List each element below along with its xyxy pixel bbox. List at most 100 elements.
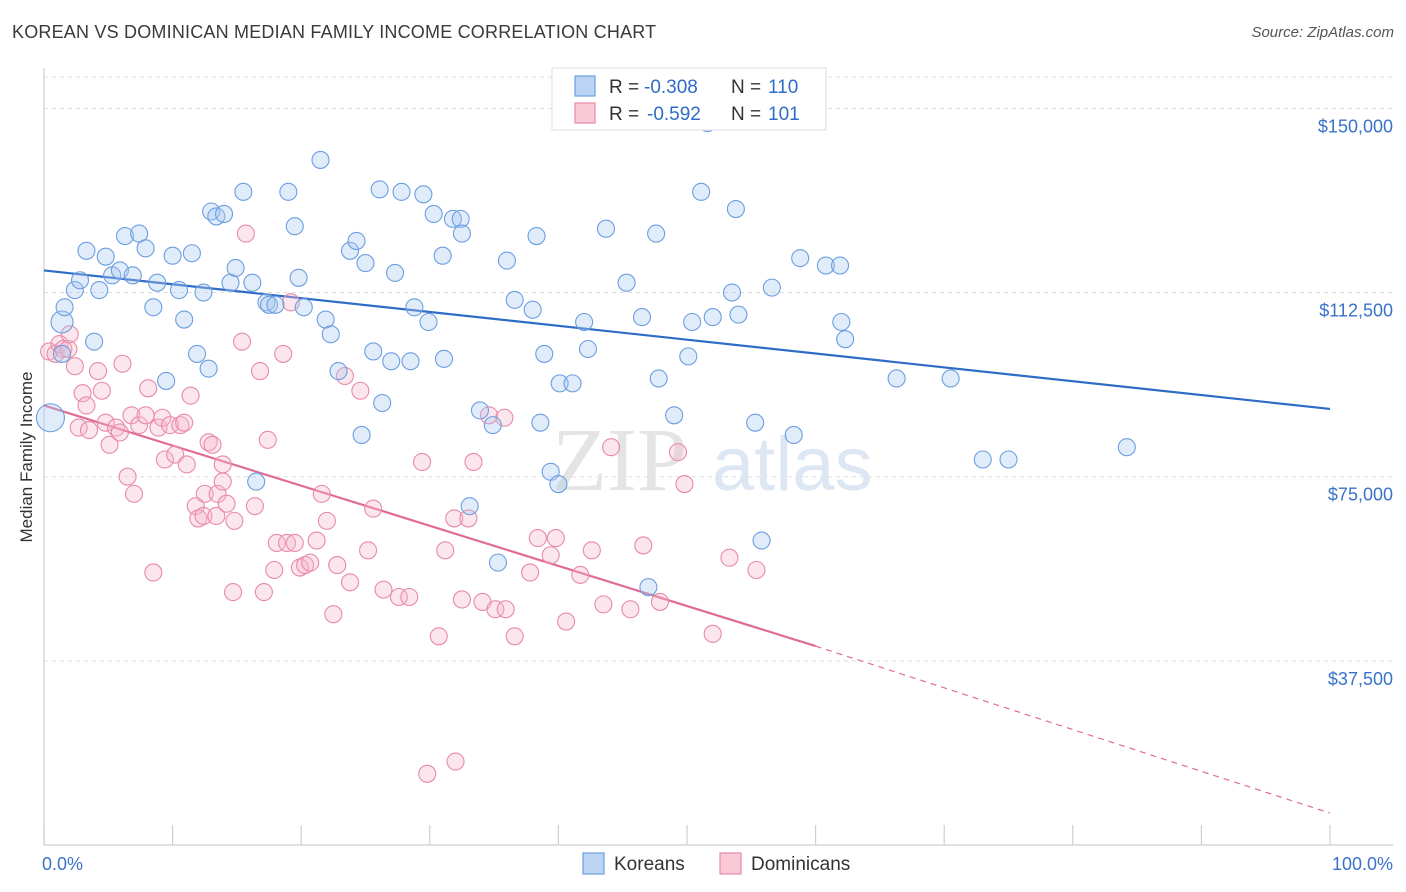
dominican-point — [317, 511, 336, 530]
dominican-point — [521, 563, 540, 582]
y-tick-label: $75,000 — [1328, 485, 1393, 505]
korean-point — [329, 362, 348, 381]
tick-labels: $37,500 $75,000 $112,500 $150,000 0.0% 100.0% — [42, 116, 1393, 874]
source-label: Source: ZipAtlas.com — [1251, 24, 1394, 41]
dominican-point — [324, 605, 343, 624]
dominican-trend-extension — [815, 645, 1331, 814]
korean-point — [373, 393, 392, 413]
dominican-point — [96, 413, 115, 432]
dominican-point — [359, 541, 378, 560]
dominican-point — [265, 560, 284, 580]
dominican-point — [602, 438, 621, 457]
dominican-point — [113, 354, 132, 373]
x-tick-label: 100.0% — [1332, 854, 1393, 874]
korean-point — [414, 185, 433, 204]
legend-korean-r-label: R = — [609, 77, 639, 98]
korean-point — [632, 308, 652, 327]
dominican-point — [181, 386, 200, 405]
bottom-legend: Koreans Dominicans — [582, 852, 850, 875]
korean-point — [96, 247, 115, 266]
axes — [43, 68, 1393, 846]
dominican-point — [278, 533, 297, 553]
dominican-point — [429, 627, 448, 646]
korean-point — [392, 182, 411, 201]
legend-korean-r-value: -0.308 — [644, 77, 698, 98]
bottom-legend-dominican: Dominicans — [751, 854, 850, 875]
y-axis-label: Median Family Income — [17, 371, 36, 542]
legend-dominican-n-label: N = — [731, 104, 761, 125]
korean-point — [791, 249, 810, 268]
korean-point — [460, 497, 479, 516]
dominican-point — [258, 430, 277, 449]
dominican-point — [130, 416, 149, 435]
korean-point — [639, 578, 658, 597]
korean-point — [762, 278, 781, 297]
korean-point — [535, 344, 554, 363]
legend-dominican-r-value: -0.592 — [647, 104, 701, 125]
korean-point — [266, 295, 285, 314]
dominican-point — [351, 381, 370, 400]
dominican-point — [60, 325, 79, 344]
dominican-point — [175, 413, 194, 432]
korean-point — [243, 273, 262, 292]
dominican-point — [541, 546, 560, 565]
korean-point — [364, 342, 383, 361]
korean-point — [169, 281, 189, 300]
dominican-point — [153, 408, 172, 427]
dominican-point — [213, 455, 232, 474]
korean-point — [649, 369, 668, 388]
watermark-atlas: atlas — [712, 422, 873, 507]
korean-point — [182, 244, 201, 263]
korean-point — [596, 219, 616, 238]
korean-point — [505, 290, 524, 309]
dominican-trend-line — [43, 404, 816, 648]
korean-point — [999, 450, 1018, 469]
dominican-point — [65, 357, 84, 376]
dominican-points — [40, 224, 766, 783]
legend: R = -0.308 N = 110 R = -0.592 N = 101 — [551, 67, 827, 131]
korean-point — [836, 330, 855, 349]
dominican-point — [634, 536, 653, 555]
korean-point — [523, 300, 542, 319]
dominican-point — [254, 583, 273, 602]
korean-point — [187, 344, 207, 363]
korean-point — [234, 182, 253, 201]
dominican-point — [110, 423, 129, 442]
korean-point — [424, 204, 443, 224]
korean-point — [816, 256, 835, 275]
korean-point — [144, 298, 163, 317]
dominican-point — [136, 406, 155, 425]
dominican-point — [290, 558, 309, 577]
dominican-point — [160, 416, 180, 435]
korean-point — [123, 266, 142, 285]
chart-title: KOREAN VS DOMINICAN MEDIAN FAMILY INCOME… — [12, 22, 657, 42]
korean-points — [35, 114, 1136, 597]
dominican-point — [79, 420, 99, 440]
korean-point — [259, 295, 279, 314]
korean-point — [85, 332, 104, 351]
dominican-point — [675, 475, 694, 494]
dominican-point — [582, 541, 601, 560]
korean-point — [617, 273, 636, 292]
korean-point — [550, 374, 569, 393]
dominican-point — [418, 764, 437, 783]
korean-point — [434, 349, 453, 368]
dominican-point — [177, 455, 196, 474]
dominican-point — [571, 565, 590, 584]
korean-point — [136, 239, 155, 258]
korean-point — [52, 344, 72, 363]
dominican-point — [546, 529, 565, 548]
dominican-point — [88, 362, 108, 381]
korean-point — [703, 308, 722, 327]
korean-point — [347, 231, 366, 251]
korean-point — [311, 150, 330, 169]
dominican-point — [225, 511, 244, 530]
korean-point — [470, 401, 490, 420]
y-tick-label: $150,000 — [1318, 116, 1393, 136]
legend-box — [551, 67, 827, 131]
dominican-point — [122, 406, 141, 425]
dominican-point — [446, 752, 465, 771]
korean-point — [451, 209, 470, 228]
dominican-point — [189, 509, 208, 528]
korean-point — [488, 553, 508, 572]
